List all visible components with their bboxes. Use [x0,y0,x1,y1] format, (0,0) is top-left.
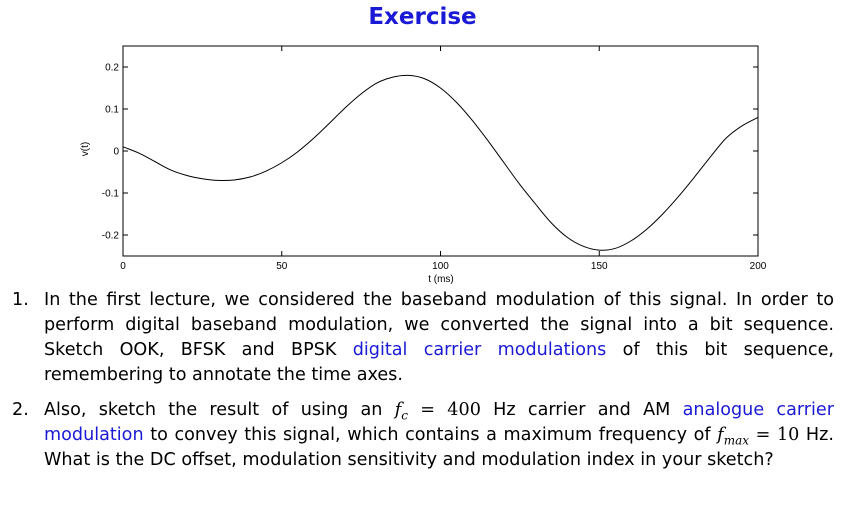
digital-carrier-modulations-link[interactable]: digital carrier modulations [352,340,607,360]
y-tick-label: 0.1 [105,105,119,116]
fmax-subscript: max [723,433,749,448]
carrier-frequency-expression: fc = 400 [394,400,481,423]
x-tick-label: 50 [276,261,288,272]
y-axis-label: v(t) [80,142,91,156]
plot-series [122,74,759,251]
question-text: of this bit sequence, remembering to ann… [44,340,834,385]
question-number: 1. [12,290,29,310]
plot-frame [122,45,759,257]
x-axis-label: t (ms) [428,274,454,285]
analogue-carrier-modulation-link[interactable]: analogue carrier modulation [44,400,834,445]
question-item: 2. Also, sketch the result of using an f… [12,398,834,473]
x-tick-label: 100 [432,261,449,272]
question-text: In the first lecture, we considered the … [44,290,834,360]
fc-subscript: c [401,408,408,423]
y-tick-label: 0 [113,147,119,158]
fmax-value: = 10 [749,425,800,445]
max-frequency-expression: fmax = 10 [717,425,800,448]
fc-symbol: f [394,400,402,420]
signal-line [122,74,759,251]
question-text: Also, sketch the result of using an [44,400,395,420]
fc-value: = 400 [408,400,481,420]
x-tick-label: 150 [591,261,608,272]
plot-ticks: 0 50 100 150 200 0.2 0.1 0 -0.1 -0.2 [102,46,767,272]
question-number: 2. [12,400,29,420]
y-tick-label: -0.2 [102,231,120,242]
question-text: Hz carrier and AM [480,400,683,420]
signal-plot: 0 50 100 150 200 0.2 0.1 0 -0.1 -0.2 t (ms) v(t) [80,45,767,285]
y-tick-label: 0.2 [105,63,119,74]
question-text: Hz. What is the DC offset, modulation se… [44,425,834,470]
plot-axes [122,45,759,257]
slide-title: Exercise [368,4,477,30]
y-tick-label: -0.1 [102,189,120,200]
question-text: to convey this signal, which contains a … [143,425,718,445]
question-item: 1. In the first lecture, we considered t… [12,288,834,388]
question-list: 1. In the first lecture, we considered t… [12,288,834,473]
fmax-symbol: f [717,425,724,445]
x-tick-label: 0 [120,261,126,272]
x-tick-label: 200 [750,261,767,272]
